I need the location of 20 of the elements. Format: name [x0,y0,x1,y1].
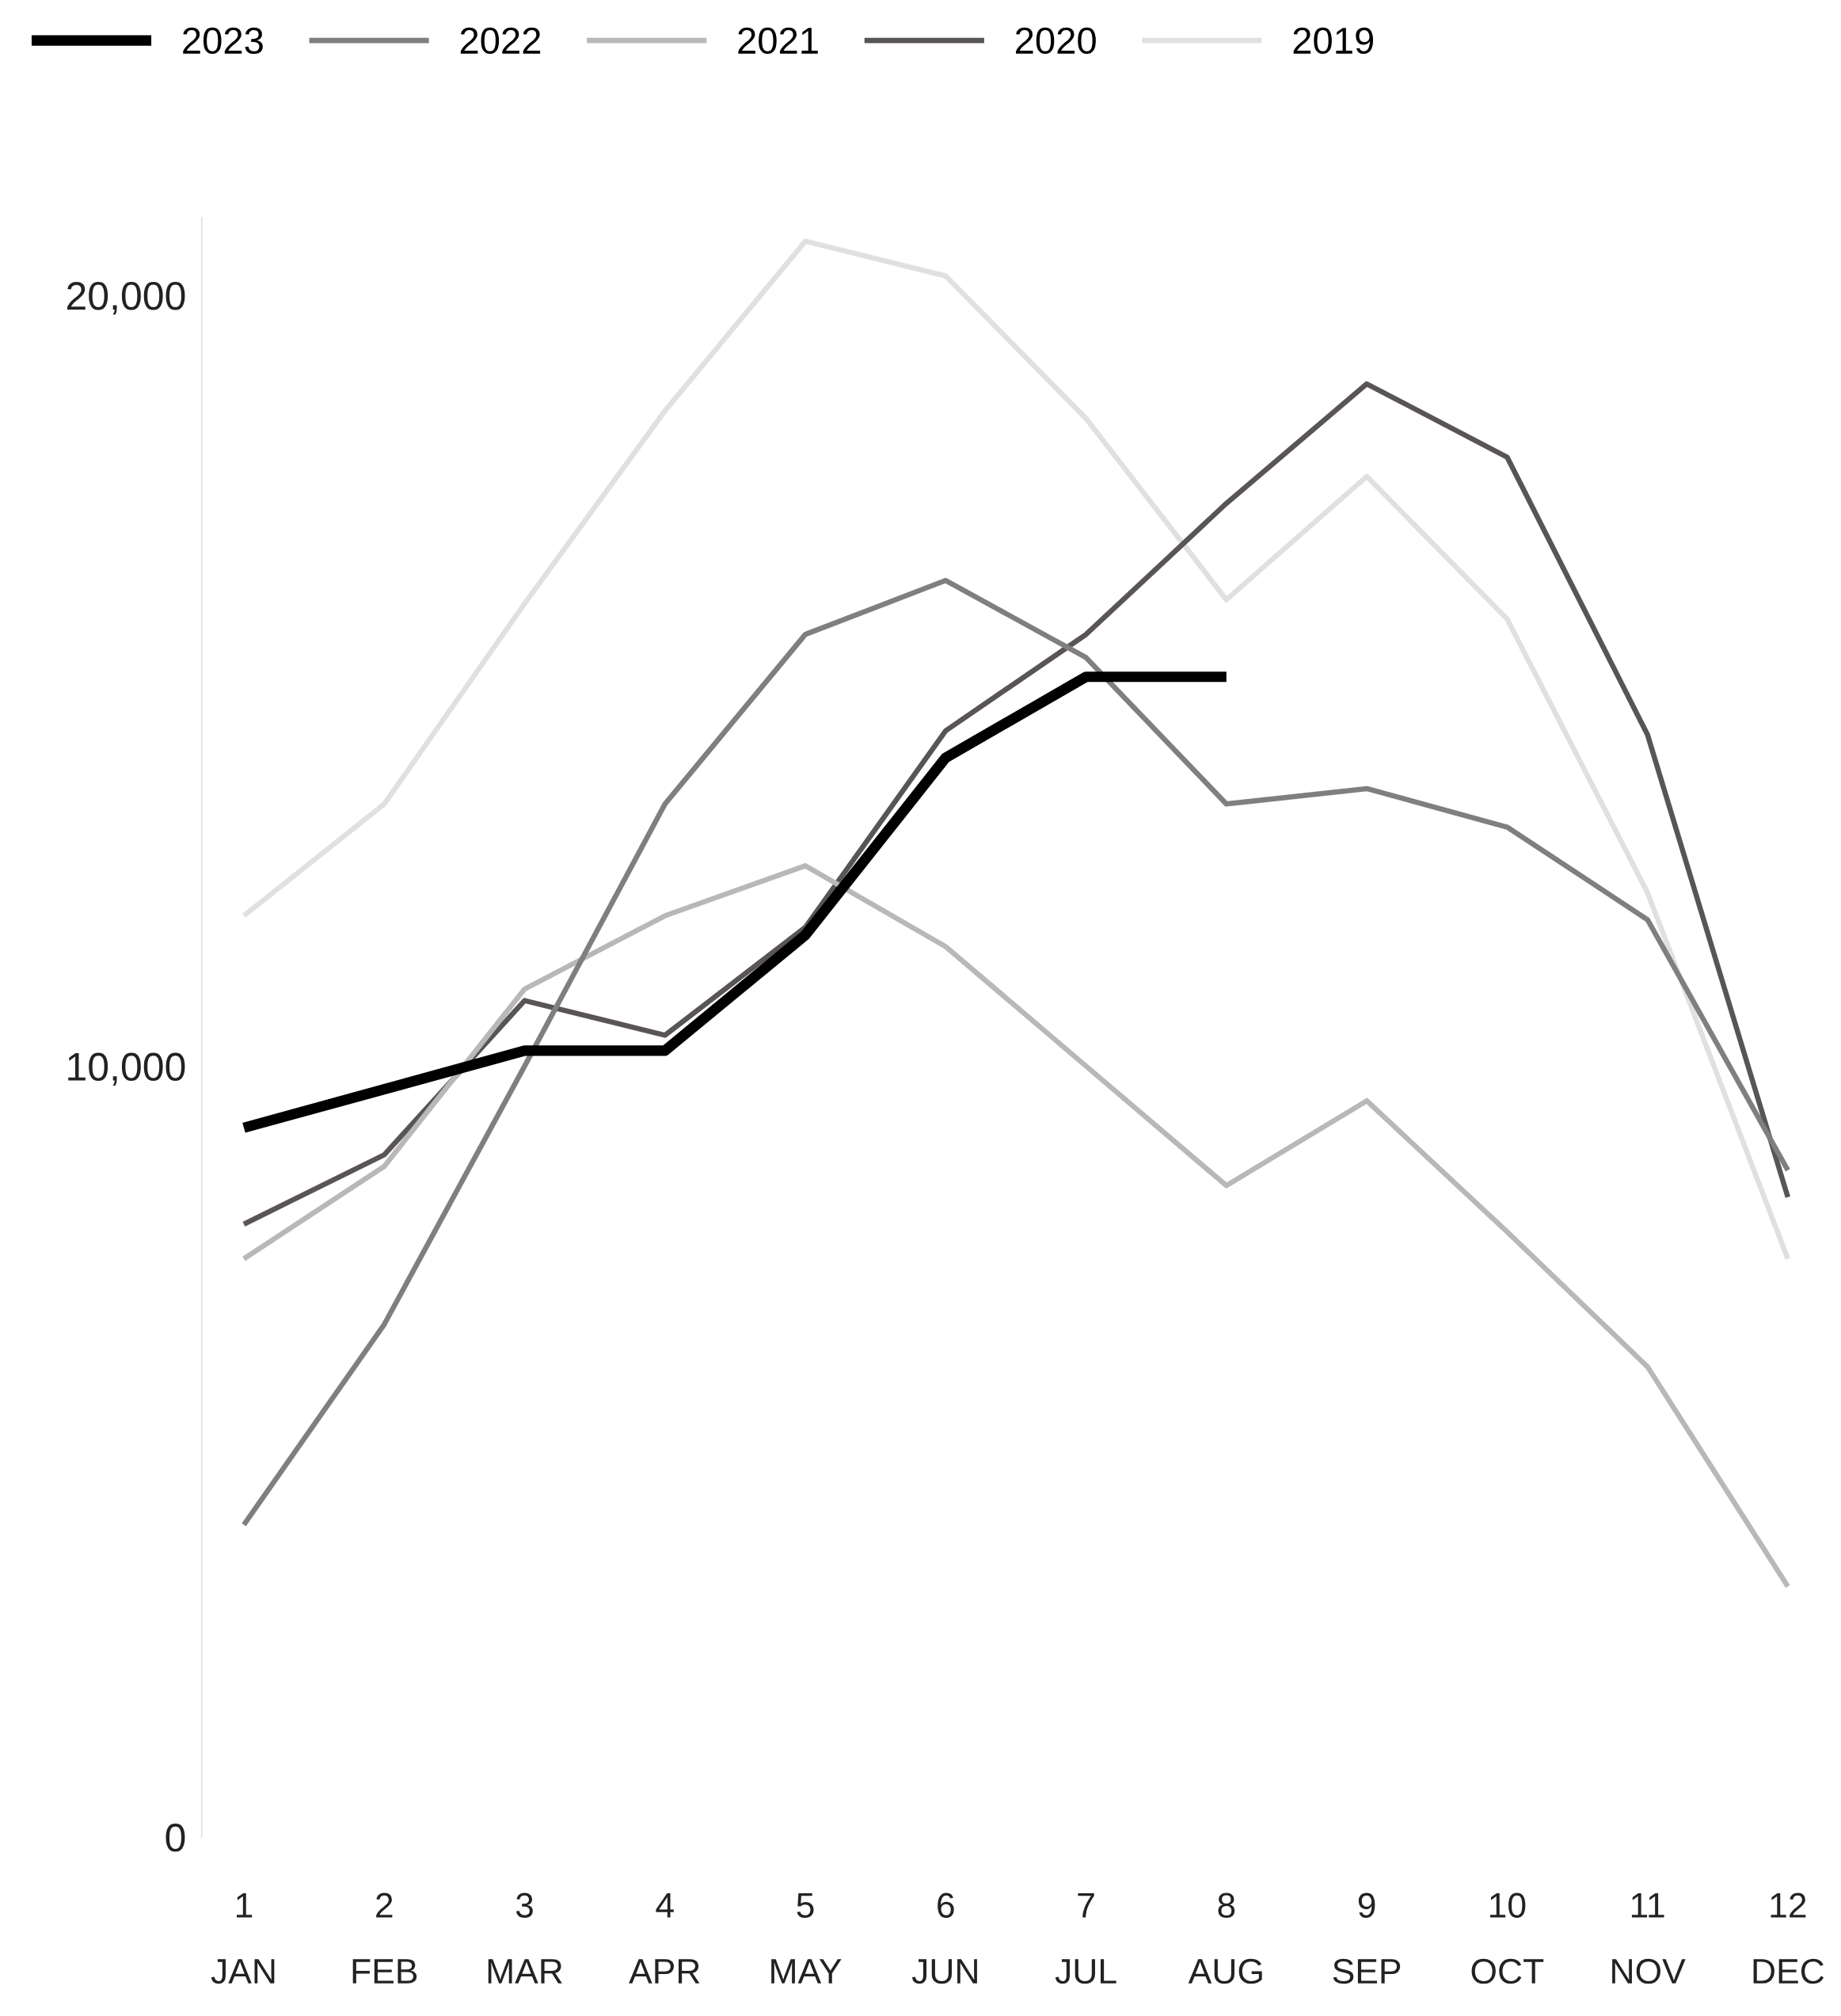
x-tick-label: 11 NOV [1612,1892,1686,1984]
x-tick-label: 2 FEB [352,1892,417,1984]
x-tick-label: 8 AUG [1188,1892,1262,1984]
x-tick-label: 7 JUL [1055,1892,1116,1984]
legend-label: 2023 [183,27,263,55]
legend-label: 2021 [738,27,818,55]
y-tick-label: 20,000 [67,282,185,315]
legend-label: 2020 [1016,27,1096,55]
x-tick-label: 3 MAR [488,1892,562,1984]
legend-label: 2019 [1293,27,1374,55]
x-tick-label: 5 MAY [771,1892,842,1984]
y-tick-label: 10,000 [68,1052,185,1086]
x-tick-label: 12 DEC [1753,1892,1824,1984]
x-tick-label: 9 SEP [1333,1892,1401,1984]
x-tick-label: 6 JUN [911,1892,977,1984]
y-tick-label: 0 [165,1824,185,1852]
x-tick-label: 4 APR [629,1892,700,1984]
x-tick-label: 10 OCT [1471,1892,1544,1984]
x-tick-label: 1 JAN [211,1892,275,1984]
legend-label: 2022 [460,27,541,55]
